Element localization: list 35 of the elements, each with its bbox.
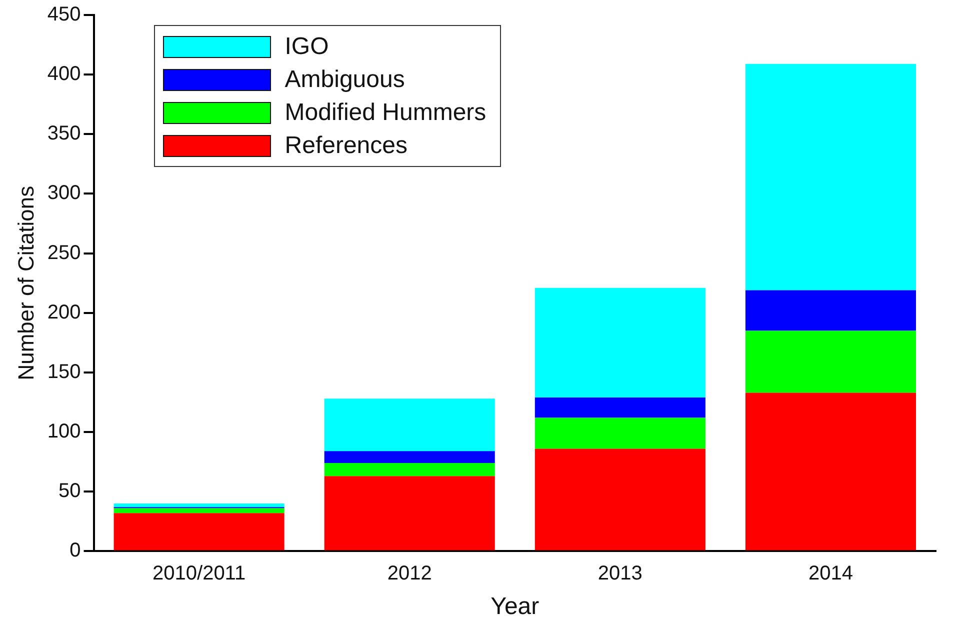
bar [745, 392, 916, 550]
bar [745, 64, 916, 290]
bar [324, 451, 495, 464]
y-tick-label: 100 [47, 420, 81, 443]
y-tick-label: 50 [58, 480, 81, 502]
y-tick-label: 300 [47, 182, 81, 204]
y-axis-title: Number of Citations [13, 186, 38, 380]
legend-label: IGO [284, 32, 329, 60]
bar [745, 330, 916, 393]
y-tick-label: 250 [47, 242, 81, 264]
bar [534, 418, 706, 449]
legend-label: Ambiguous [284, 66, 405, 94]
legend-label: References [284, 132, 408, 160]
x-tick-label: 2012 [387, 562, 432, 585]
bar [114, 504, 284, 508]
bar [534, 288, 706, 398]
bar [324, 476, 495, 550]
y-tick-label: 200 [47, 301, 81, 324]
bar [534, 397, 706, 418]
y-tick-label: 400 [47, 63, 81, 86]
bar [114, 513, 284, 550]
y-tick-label: 350 [47, 122, 81, 145]
bar [324, 463, 495, 476]
bar [534, 448, 706, 550]
legend-label: Modified Hummers [284, 98, 486, 126]
x-tick-label: 2014 [808, 562, 853, 585]
y-tick-label: 0 [70, 540, 81, 562]
bar [114, 508, 284, 514]
bar [745, 290, 916, 331]
y-tick-label: 150 [47, 360, 81, 383]
y-tick-label: 450 [47, 4, 81, 26]
x-axis-title: Year [490, 593, 540, 620]
x-tick-label: 2010/2011 [152, 562, 246, 585]
x-tick-label: 2013 [598, 562, 642, 585]
bar [324, 398, 495, 452]
